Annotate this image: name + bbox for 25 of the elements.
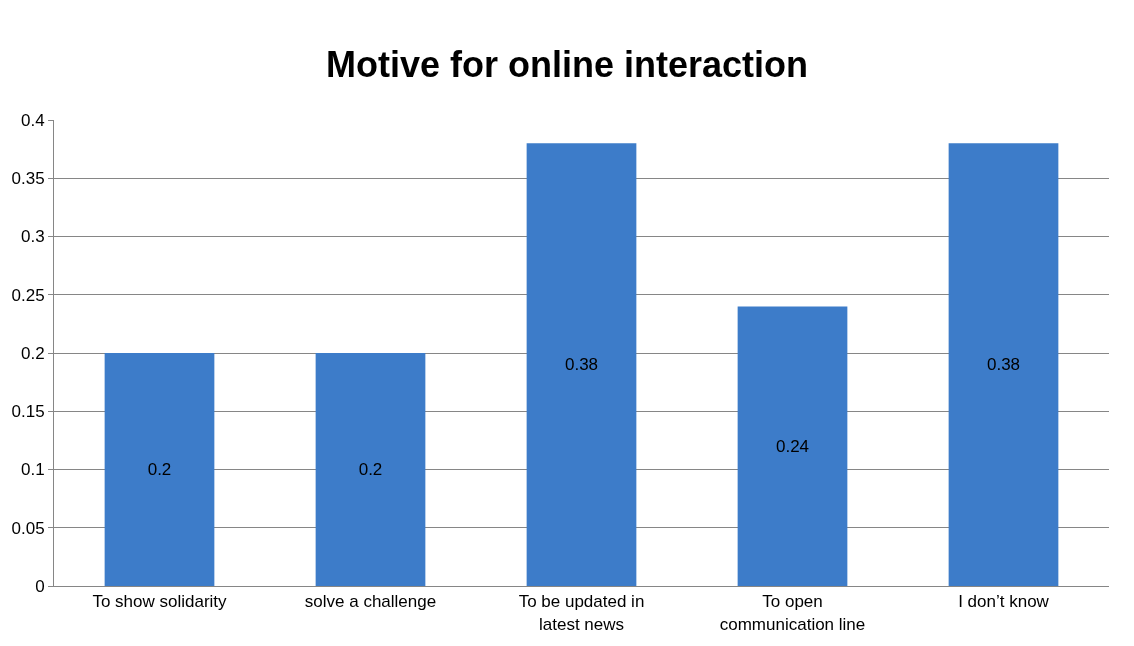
y-tick-label: 0.25	[11, 285, 45, 305]
y-tick-label: 0.4	[20, 110, 45, 130]
data-label: 0.2	[358, 460, 383, 479]
x-tick-label: To show solidarity	[92, 592, 228, 612]
y-tick-label: 0	[35, 576, 45, 596]
y-tick-label: 0.15	[11, 402, 45, 422]
y-tick-label: 0.35	[11, 169, 45, 189]
y-tick-label: 0.1	[20, 460, 45, 480]
bar	[737, 306, 848, 586]
x-tick-label: solve a challenge	[304, 592, 437, 612]
chart-title: Motive for online interaction	[325, 44, 809, 86]
bar	[315, 353, 426, 586]
bar	[948, 143, 1059, 586]
y-tick-label: 0.3	[20, 227, 45, 247]
data-label: 0.38	[564, 355, 599, 375]
x-tick-label: I don’t know	[958, 592, 1050, 612]
data-label: 0.38	[986, 355, 1021, 375]
data-label: 0.24	[775, 436, 810, 456]
y-tick-label: 0.05	[11, 518, 45, 538]
x-tick-label: To open communication line	[719, 592, 866, 634]
bar	[104, 353, 215, 586]
x-tick-label: To be updated in latest news	[518, 592, 645, 634]
y-tick-label: 0.2	[20, 343, 45, 363]
data-label: 0.2	[147, 460, 172, 479]
bar	[526, 143, 637, 586]
